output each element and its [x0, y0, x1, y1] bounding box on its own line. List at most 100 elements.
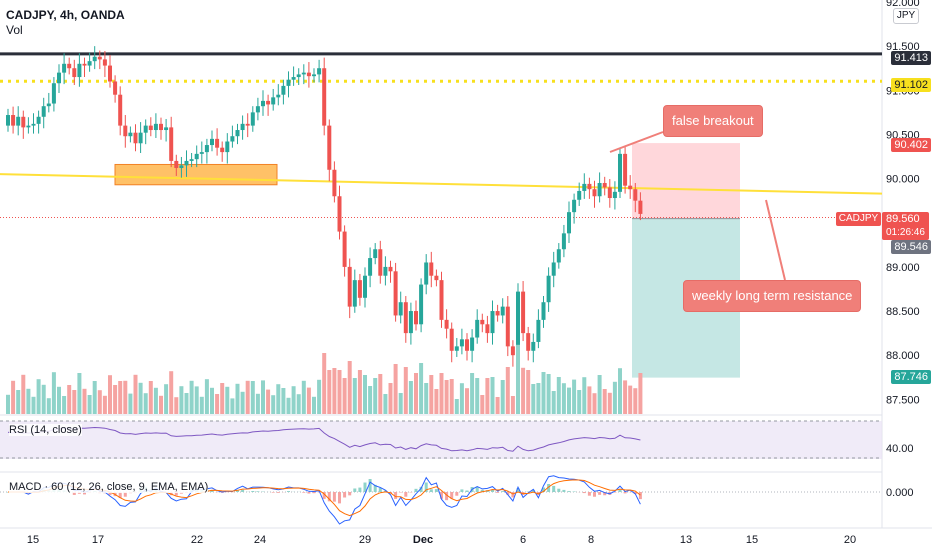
volume-bar [246, 381, 250, 414]
macd-histogram-bar [511, 492, 514, 497]
volume-bar [511, 396, 515, 414]
macd-histogram-bar [455, 492, 458, 496]
candle-body [256, 106, 260, 112]
macd-histogram-bar [624, 492, 627, 493]
candle-body [83, 64, 87, 66]
candle-body [292, 77, 296, 80]
candle-body [67, 64, 71, 68]
volume-bar [618, 368, 622, 414]
macd-histogram-bar [568, 491, 571, 492]
volume-bar [32, 397, 36, 414]
volume-bar [123, 381, 127, 414]
volume-bar [210, 388, 214, 414]
volume-bar [37, 379, 41, 414]
candle-body [358, 280, 362, 298]
candle-body [123, 126, 127, 137]
time-tick: 15 [746, 534, 758, 546]
volume-bar [598, 375, 602, 414]
rsi-band [0, 421, 882, 459]
time-tick: 24 [254, 534, 266, 546]
rsi-level-label: 40.00 [886, 443, 914, 455]
entry-price-label: 89.546 [891, 240, 931, 254]
volume-bar [419, 363, 423, 414]
candle-body [144, 126, 148, 133]
volume-bar [108, 375, 112, 414]
volume-bar [455, 399, 459, 414]
volume-bar [485, 378, 489, 414]
candle-body [557, 249, 561, 262]
time-tick: 13 [680, 534, 692, 546]
candle-body [455, 346, 459, 350]
volume-bar [159, 396, 163, 414]
candle-body [190, 159, 194, 161]
candle-body [281, 86, 285, 95]
volume-bar [144, 393, 148, 414]
candle-body [587, 184, 591, 189]
volume-bar [332, 368, 336, 414]
volume-bar [225, 387, 229, 414]
candle-body [93, 57, 97, 61]
candle-body [434, 276, 438, 280]
candle-body [276, 95, 280, 98]
candle-body [205, 145, 209, 152]
macd-histogram-bar [404, 492, 407, 497]
volume-bar [266, 390, 270, 414]
candle-body [225, 142, 229, 153]
currency-button[interactable]: JPY [893, 8, 919, 24]
macd-histogram-bar [619, 490, 622, 492]
candle-body [246, 124, 250, 126]
candle-body [195, 154, 199, 159]
macd-histogram-bar [333, 492, 336, 502]
volume-legend: Vol [6, 23, 23, 37]
volume-bar [450, 379, 454, 414]
candle-body [236, 130, 240, 136]
volume-bar [628, 386, 632, 414]
symbol-tag: CADJPY [836, 212, 881, 226]
volume-bar [394, 364, 398, 414]
candle-body [506, 307, 510, 347]
candle-body [465, 339, 469, 350]
macd-histogram-bar [256, 491, 259, 492]
volume-bar [348, 361, 352, 414]
candle-body [348, 267, 352, 307]
volume-bar [475, 378, 479, 414]
volume-bar [460, 383, 464, 414]
resistance-callout[interactable]: weekly long term resistance [683, 280, 861, 312]
candle-body [312, 74, 316, 76]
volume-bar [276, 384, 280, 414]
volume-bar [506, 367, 510, 414]
volume-bar [205, 379, 209, 414]
candle-body [327, 126, 331, 170]
volume-bar [281, 388, 285, 414]
volume-bar [134, 375, 138, 414]
false-breakout-callout[interactable]: false breakout [663, 105, 763, 137]
candle-body [11, 115, 15, 126]
candle-body [394, 271, 398, 315]
candle-body [32, 124, 36, 126]
volume-bar [67, 385, 71, 414]
candle-body [297, 74, 301, 77]
volume-bar [536, 383, 540, 414]
price-tick: 88.500 [886, 306, 920, 318]
candle-body [72, 68, 76, 77]
candle-body [613, 192, 617, 198]
candle-body [496, 311, 500, 315]
volume-bar [389, 383, 393, 414]
candle-body [623, 154, 627, 186]
volume-bar [195, 386, 199, 414]
volume-bar [251, 381, 255, 414]
candle-body [338, 196, 342, 231]
macd-histogram-bar [552, 486, 555, 492]
take-profit-price-label: 87.746 [891, 370, 931, 384]
volume-bar [562, 383, 566, 414]
candle-body [26, 126, 30, 128]
candle-body [368, 258, 372, 276]
candle-body [302, 73, 306, 75]
candle-body [526, 333, 530, 351]
candle-body [445, 320, 449, 329]
volume-bar [445, 380, 449, 414]
time-tick: 17 [92, 534, 104, 546]
macd-histogram-bar [466, 490, 469, 492]
